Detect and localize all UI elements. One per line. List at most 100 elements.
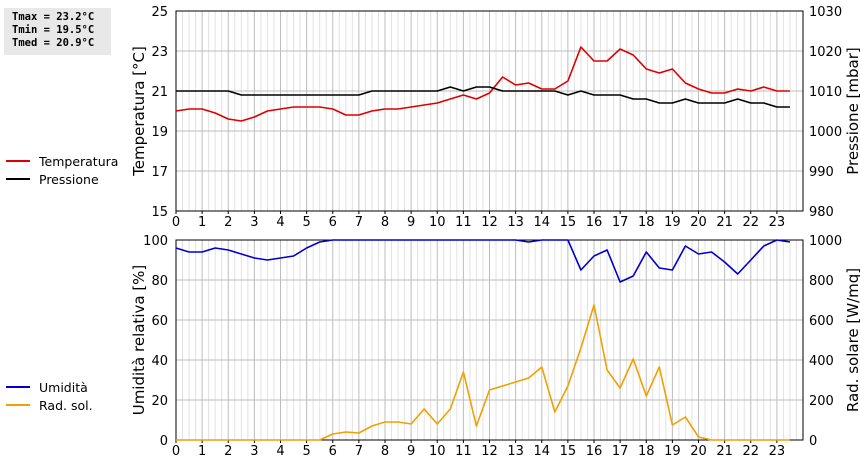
x-tick-label: 16	[586, 444, 603, 459]
legend-label: Temperatura	[39, 153, 119, 169]
y-tick-label-right: 200	[809, 394, 834, 409]
y-tick-label-left: 80	[151, 274, 168, 289]
x-tick-label: 9	[407, 215, 415, 230]
x-tick-label: 10	[429, 215, 446, 230]
y-tick-label-left: 15	[151, 205, 168, 220]
x-tick-label: 13	[507, 215, 524, 230]
x-tick-label: 7	[355, 444, 363, 459]
x-tick-label: 0	[172, 215, 180, 230]
x-tick-label: 15	[560, 444, 577, 459]
legend-swatch	[6, 386, 30, 388]
x-tick-label: 10	[429, 444, 446, 459]
stat-tmax: Tmax = 23.2°C	[12, 11, 95, 23]
y-tick-label-left: 100	[143, 234, 168, 249]
x-tick-label: 19	[664, 444, 681, 459]
y-tick-label-right: 1020	[809, 45, 842, 60]
x-tick-label: 6	[329, 444, 337, 459]
x-tick-label: 8	[381, 444, 389, 459]
series-line-pressione	[176, 86, 790, 108]
x-tick-label: 0	[172, 444, 180, 459]
y-axis-title-right: Pressione [mbar]	[844, 47, 860, 175]
y-tick-label-right: 1010	[809, 85, 842, 100]
y-tick-label-right: 400	[809, 354, 834, 369]
legend-item-pressione: Pressione	[6, 170, 118, 188]
y-axis-title-left: Temperatura [°C]	[130, 46, 148, 177]
x-tick-label: 21	[716, 444, 733, 459]
y-axis-title-left: Umidità relativa [%]	[130, 265, 148, 416]
x-tick-label: 1	[198, 444, 206, 459]
y-tick-label-left: 19	[151, 125, 168, 140]
x-tick-label: 20	[690, 215, 707, 230]
series-line-temperatura	[175, 46, 790, 122]
legend-bottom: Umidità Rad. sol.	[6, 378, 93, 414]
x-tick-label: 20	[690, 444, 707, 459]
x-tick-label: 14	[533, 444, 550, 459]
x-tick-label: 9	[407, 444, 415, 459]
y-axis-title-right: Rad. solare [W/mq]	[844, 268, 860, 412]
y-tick-label-right: 0	[809, 434, 817, 449]
x-tick-label: 22	[742, 444, 759, 459]
x-tick-label: 11	[455, 215, 472, 230]
legend-swatch	[6, 404, 30, 406]
y-tick-label-left: 0	[160, 434, 168, 449]
x-tick-label: 7	[355, 215, 363, 230]
humidity-radiation-chart: 0 1 2 3 4 5 6 7 8 9 10 11 12 13 14 15 16 17 18 19 20 21 22 2302…	[130, 234, 860, 459]
y-tick-label-left: 40	[151, 354, 168, 369]
x-tick-label: 16	[586, 215, 603, 230]
y-tick-label-right: 990	[809, 165, 834, 180]
x-tick-label: 11	[455, 444, 472, 459]
x-tick-label: 2	[224, 215, 232, 230]
legend-swatch	[6, 178, 30, 180]
y-tick-label-left: 60	[151, 314, 168, 329]
x-tick-label: 5	[302, 215, 310, 230]
x-tick-label: 5	[302, 444, 310, 459]
legend-swatch	[6, 160, 30, 162]
stats-box: Tmax = 23.2°C Tmin = 19.5°C Tmed = 20.9°…	[4, 8, 111, 55]
y-tick-label-right: 600	[809, 314, 834, 329]
x-tick-label: 19	[664, 215, 681, 230]
legend-item-rad-sol: Rad. sol.	[6, 396, 93, 414]
y-tick-label-right: 1000	[809, 234, 842, 249]
x-tick-label: 3	[250, 444, 258, 459]
x-tick-label: 2	[224, 444, 232, 459]
y-tick-label-left: 23	[151, 45, 168, 60]
stat-tmed: Tmed = 20.9°C	[12, 37, 95, 49]
y-tick-label-right: 800	[809, 274, 834, 289]
stat-tmin: Tmin = 19.5°C	[12, 24, 95, 36]
x-tick-label: 1	[198, 215, 206, 230]
x-tick-label: 6	[329, 215, 337, 230]
x-tick-label: 4	[276, 444, 284, 459]
x-tick-label: 12	[481, 215, 498, 230]
y-tick-label-left: 25	[151, 5, 168, 20]
x-tick-label: 23	[769, 215, 786, 230]
series-line-umidit	[175, 239, 791, 283]
temp-pressure-chart: 0 1 2 3 4 5 6 7 8 9 10 11 12 13 14 15 16 17 18 19 20 21 22 2315…	[130, 5, 860, 230]
y-tick-label-left: 17	[151, 165, 168, 180]
series-line-rad-sol	[176, 304, 790, 441]
y-tick-label-right: 980	[809, 205, 834, 220]
y-tick-label-left: 20	[151, 394, 168, 409]
legend-top: Temperatura Pressione	[6, 152, 118, 188]
legend-item-temperatura: Temperatura	[6, 152, 118, 170]
y-tick-label-right: 1000	[809, 125, 842, 140]
x-tick-label: 13	[507, 444, 524, 459]
x-tick-label: 17	[612, 215, 629, 230]
x-tick-label: 8	[381, 215, 389, 230]
legend-label: Pressione	[39, 171, 99, 187]
y-tick-label-left: 21	[151, 85, 168, 100]
y-tick-label-right: 1030	[809, 5, 842, 20]
legend-label: Umidità	[39, 379, 88, 395]
x-tick-label: 14	[533, 215, 550, 230]
x-tick-label: 23	[769, 444, 786, 459]
x-tick-label: 18	[638, 444, 655, 459]
legend-label: Rad. sol.	[39, 397, 93, 413]
x-tick-label: 17	[612, 444, 629, 459]
x-tick-label: 12	[481, 444, 498, 459]
x-tick-label: 18	[638, 215, 655, 230]
x-tick-label: 4	[276, 215, 284, 230]
x-tick-label: 21	[716, 215, 733, 230]
legend-item-umidita: Umidità	[6, 378, 93, 396]
x-tick-label: 15	[560, 215, 577, 230]
x-tick-label: 22	[742, 215, 759, 230]
